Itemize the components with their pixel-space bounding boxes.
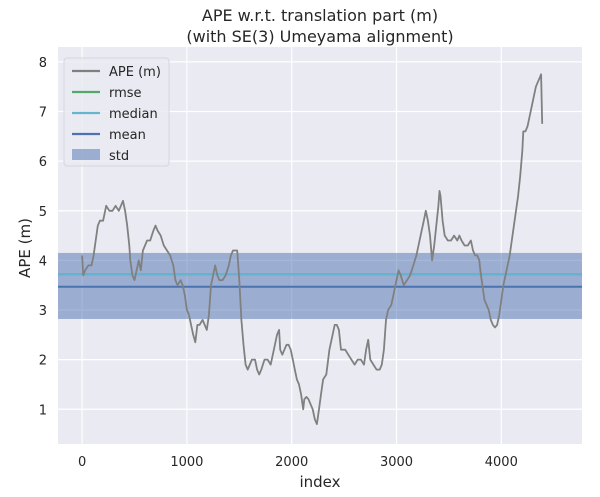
legend-label: median bbox=[109, 107, 158, 122]
legend-item-mean: mean bbox=[72, 128, 146, 143]
legend-label: mean bbox=[109, 128, 146, 143]
legend-label: APE (m) bbox=[109, 65, 161, 80]
legend-item-ape: APE (m) bbox=[72, 65, 161, 80]
legend-item-std: std bbox=[72, 149, 129, 164]
y-tick-label: 8 bbox=[39, 56, 47, 71]
x-tick-label: 2000 bbox=[275, 455, 308, 470]
y-axis-ticks: 1 2 3 4 5 6 7 8 bbox=[39, 56, 47, 418]
legend-swatch bbox=[72, 149, 100, 160]
x-tick-label: 1000 bbox=[170, 455, 203, 470]
y-tick-label: 6 bbox=[39, 155, 47, 170]
legend-item-median: median bbox=[72, 107, 158, 122]
x-axis-ticks: 0 1000 2000 3000 4000 bbox=[78, 455, 518, 470]
y-tick-label: 5 bbox=[39, 205, 47, 220]
legend: APE (m) rmse median mean std bbox=[63, 57, 170, 167]
y-tick-label: 1 bbox=[39, 403, 47, 418]
chart-subtitle: (with SE(3) Umeyama alignment) bbox=[186, 27, 453, 46]
chart-title: APE w.r.t. translation part (m) bbox=[202, 6, 438, 25]
legend-item-rmse: rmse bbox=[72, 86, 142, 101]
x-axis-label: index bbox=[299, 473, 340, 491]
legend-label: std bbox=[109, 149, 129, 164]
y-axis-label: APE (m) bbox=[16, 218, 34, 278]
y-tick-label: 7 bbox=[39, 106, 47, 121]
y-tick-label: 3 bbox=[39, 304, 47, 319]
x-tick-label: 3000 bbox=[380, 455, 413, 470]
x-tick-label: 4000 bbox=[485, 455, 518, 470]
legend-label: rmse bbox=[109, 86, 142, 101]
y-tick-label: 4 bbox=[39, 254, 47, 269]
x-tick-label: 0 bbox=[78, 455, 86, 470]
ape-series-line bbox=[81, 73, 544, 426]
legend-frame bbox=[63, 57, 170, 167]
y-tick-label: 2 bbox=[39, 354, 47, 369]
